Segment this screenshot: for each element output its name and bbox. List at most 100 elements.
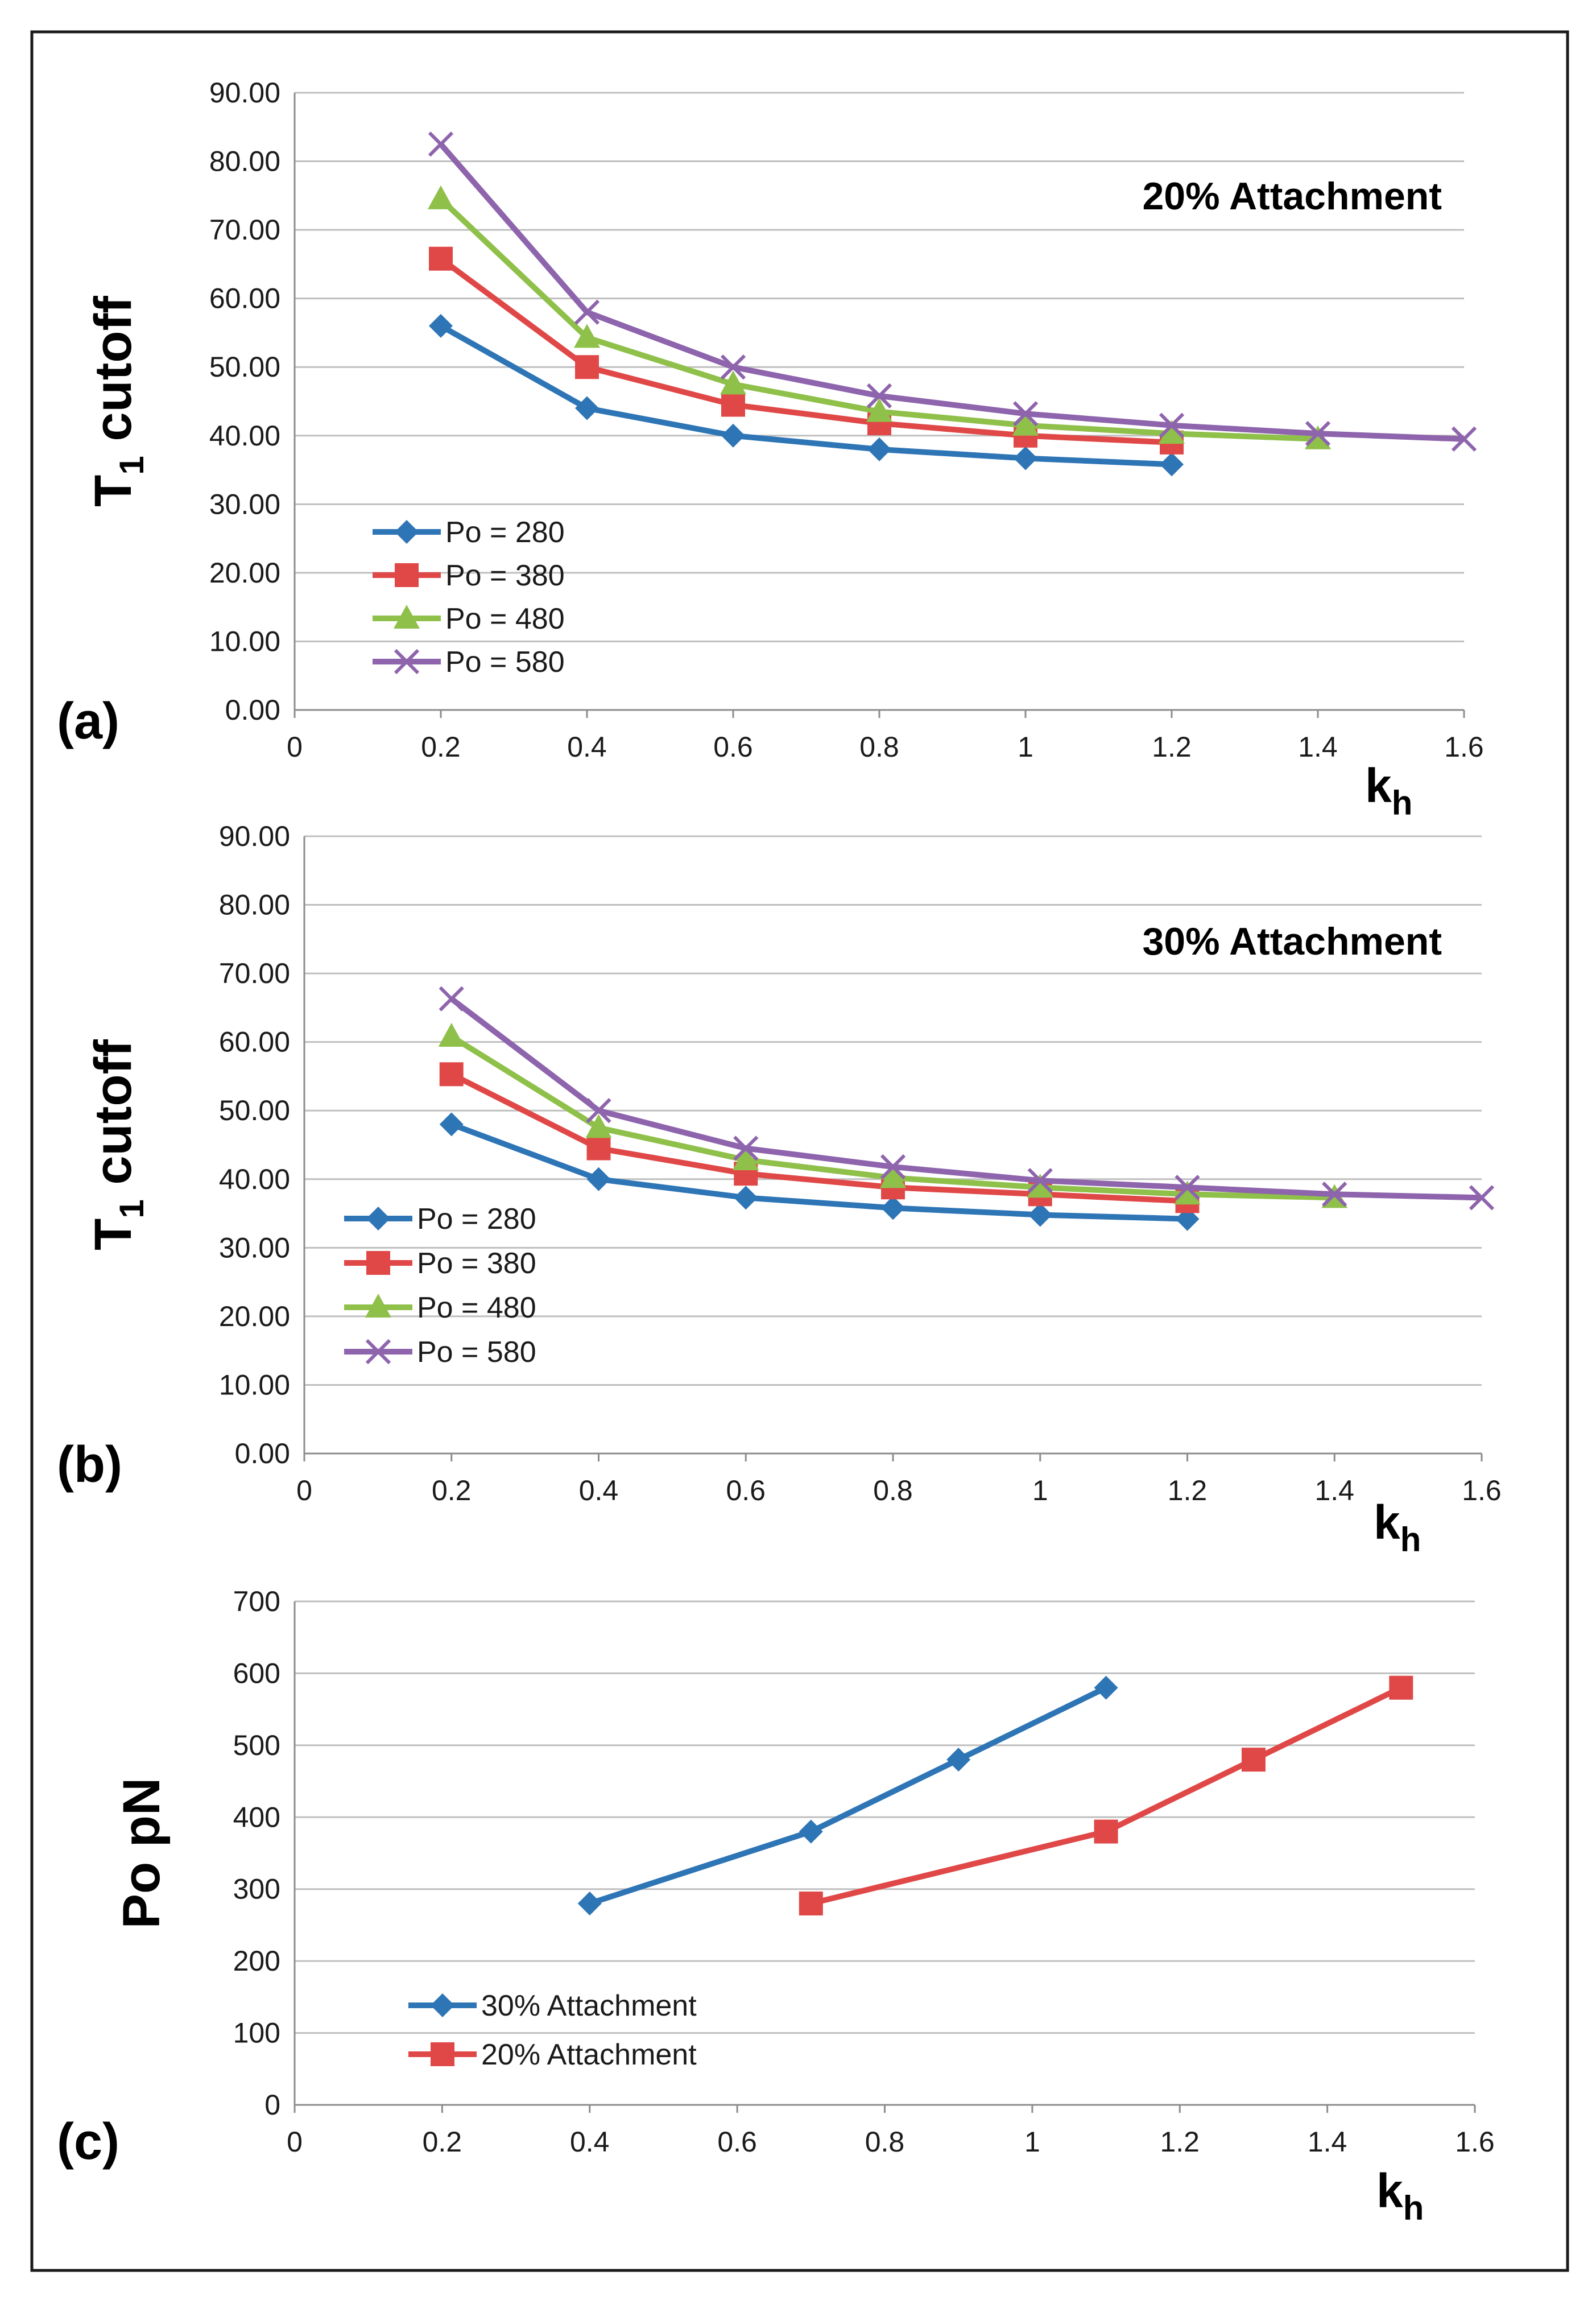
x-tick-label: 0.2 [423, 2126, 462, 2158]
data-point [1094, 1675, 1118, 1700]
legend-marker [366, 1207, 390, 1230]
legend-label: Po = 580 [445, 646, 565, 679]
legend-marker [395, 563, 419, 587]
legend-marker [366, 1251, 390, 1275]
x-tick-label: 1.4 [1308, 2126, 1347, 2158]
data-point [439, 1062, 464, 1087]
x-tick-label: 0.8 [873, 1475, 913, 1506]
chart-panel-b: 0.00 10.00 20.00 30.00 40.00 50.00 60.00 70.00 8… [57, 820, 1502, 1559]
data-point [1160, 452, 1184, 477]
data-point [585, 1114, 612, 1138]
x-tick-label: 1.2 [1160, 2126, 1200, 2158]
series-3 [428, 131, 1477, 452]
data-point [1159, 420, 1185, 444]
series-1 [799, 1675, 1413, 1915]
x-tick-label: 0.2 [432, 1475, 472, 1506]
data-point [1012, 401, 1039, 427]
y-axis-label-suffix: cutoff [84, 1039, 142, 1199]
y-axis-label-main: Po pN [113, 1778, 171, 1929]
y-axis-label-suffix: cutoff [84, 296, 142, 456]
x-tick-label: 0.4 [579, 1475, 619, 1506]
y-tick-label: 40.00 [219, 1163, 290, 1195]
chart-annotation: 20% Attachment [1142, 175, 1442, 218]
y-tick-label: 30.00 [209, 488, 280, 520]
x-axis-label-main: k [1365, 759, 1392, 812]
legend-label: Po = 380 [445, 559, 565, 592]
y-axis-label: T1 cutoff [84, 296, 151, 507]
legend-label: Po = 280 [445, 516, 565, 549]
y-tick-label: 80.00 [219, 889, 290, 921]
legend-marker [431, 2042, 454, 2066]
y-axis-label-main: T [84, 1219, 142, 1250]
y-axis-label: Po pN [113, 1778, 171, 1929]
y-tick-label: 600 [233, 1657, 280, 1689]
data-point [866, 398, 892, 422]
legend-item: Po = 480 [373, 602, 565, 635]
legend-item: Po = 280 [344, 1203, 536, 1236]
series-line [439, 323, 1172, 468]
series-line [450, 1071, 1188, 1204]
y-tick-label: 50.00 [219, 1095, 290, 1126]
y-tick-label: 90.00 [209, 77, 280, 109]
series-line [810, 1685, 1403, 1906]
data-point [575, 355, 599, 379]
y-tick-label: 40.00 [209, 420, 280, 452]
data-point [439, 1112, 464, 1137]
x-tick-label: 0.6 [713, 731, 753, 763]
data-point [721, 423, 745, 448]
legend: 30% Attachment 20% Attachment [408, 1989, 697, 2071]
x-tick-label: 0.6 [726, 1475, 766, 1506]
x-tick-label: 1.6 [1455, 2126, 1495, 2158]
legend-marker [394, 605, 420, 629]
legend-marker [365, 1294, 391, 1318]
chart-panel-a: 0.00 10.00 20.00 30.00 40.00 50.00 60.00 70.00 8… [57, 77, 1484, 822]
legend-label: Po = 580 [417, 1336, 536, 1369]
data-point [867, 437, 891, 461]
x-tick-label: 0.2 [421, 731, 461, 763]
y-tick-label: 50.00 [209, 351, 280, 383]
data-point [946, 1748, 971, 1772]
series-line [589, 1685, 1107, 1906]
data-point [1012, 411, 1039, 436]
data-point [1305, 425, 1331, 449]
legend-item: Po = 580 [344, 1336, 536, 1369]
series-2 [428, 185, 1331, 449]
panel-label: (a) [57, 693, 119, 750]
data-point [1027, 1168, 1053, 1194]
series-line [439, 256, 1172, 445]
x-tick-label: 0 [287, 731, 303, 763]
y-tick-label: 30.00 [219, 1232, 290, 1263]
y-tick-label: 60.00 [219, 1026, 290, 1058]
data-point [1094, 1819, 1118, 1844]
y-axis-label-main: T [84, 475, 142, 507]
legend-label: 30% Attachment [481, 1989, 697, 2022]
legend-label: Po = 280 [417, 1203, 536, 1236]
data-point [1175, 1175, 1200, 1200]
data-point [1014, 446, 1037, 470]
x-tick-label: 0.4 [567, 731, 607, 763]
data-point [721, 393, 745, 417]
data-point [429, 313, 453, 338]
data-point [577, 1892, 602, 1915]
y-tick-label: 300 [233, 1873, 280, 1905]
data-point [734, 1186, 758, 1210]
data-point [733, 1135, 759, 1161]
y-axis-label-subscript: 1 [113, 1199, 151, 1218]
data-point [1159, 412, 1185, 438]
series-line [449, 996, 1482, 1201]
legend-marker [394, 649, 420, 675]
x-axis-label: kh [1365, 759, 1412, 822]
data-point [586, 1136, 611, 1161]
data-point [586, 1167, 611, 1191]
legend-item: Po = 380 [373, 559, 565, 592]
data-point [1241, 1748, 1266, 1772]
chart-panel-c: 0 100 200 300 400 500 600 700 0 0.2 0.4 0.6 0.8 1 1.2 1… [57, 1585, 1495, 2227]
legend: Po = 280 Po = 380 Po = 480 Po = 580 [373, 516, 565, 679]
y-tick-label: 10.00 [209, 625, 280, 657]
y-axis-label: T1 cutoff [84, 1039, 151, 1250]
data-point [1322, 1182, 1347, 1207]
y-tick-label: 10.00 [219, 1369, 290, 1401]
panel-label: (b) [57, 1436, 122, 1493]
legend-label: Po = 380 [417, 1247, 536, 1280]
